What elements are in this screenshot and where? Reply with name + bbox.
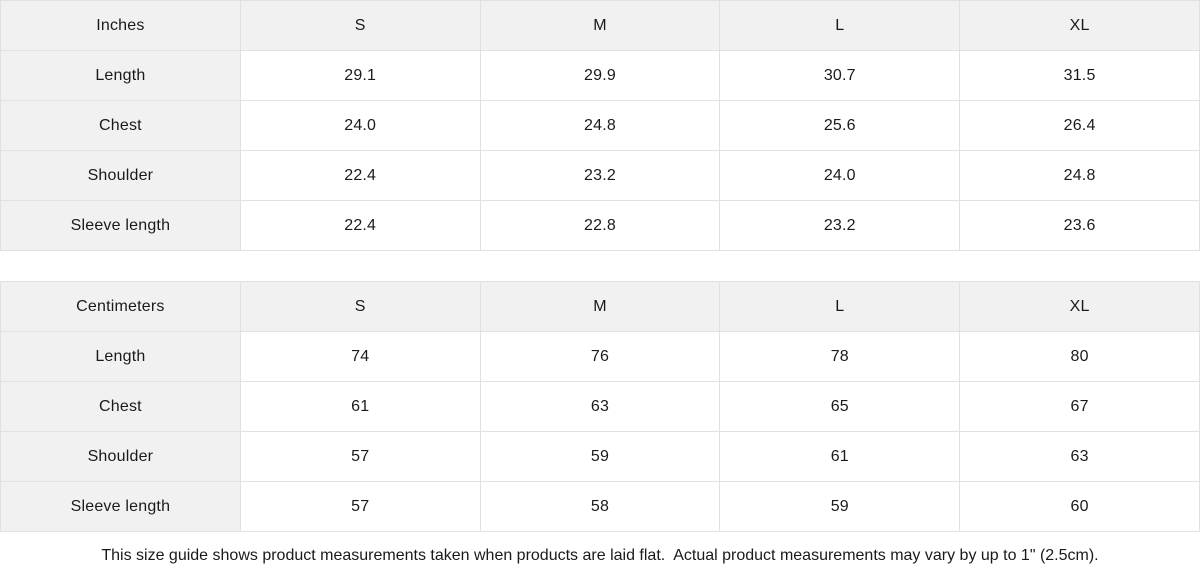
size-header-cell-s: S <box>239 281 481 332</box>
measurement-value-cell: 30.7 <box>719 50 961 101</box>
measurement-value-cell: 65 <box>719 381 961 432</box>
measurement-label-cell: Shoulder <box>0 150 241 201</box>
table-row: Length 74 76 78 80 <box>0 331 1200 382</box>
measurement-value-cell: 61 <box>719 431 961 482</box>
measurement-value-cell: 59 <box>719 481 961 532</box>
measurement-value-cell: 25.6 <box>719 100 961 151</box>
measurement-value-cell: 74 <box>239 331 481 382</box>
table-row: Shoulder 57 59 61 63 <box>0 431 1200 482</box>
measurement-value-cell: 31.5 <box>959 50 1200 101</box>
measurement-value-cell: 57 <box>239 481 481 532</box>
measurement-value-cell: 57 <box>239 431 481 482</box>
measurement-value-cell: 24.8 <box>959 150 1200 201</box>
table-row: Chest 24.0 24.8 25.6 26.4 <box>0 100 1200 151</box>
measurement-value-cell: 61 <box>239 381 481 432</box>
measurement-value-cell: 78 <box>719 331 961 382</box>
table-row: Chest 61 63 65 67 <box>0 381 1200 432</box>
size-header-cell-l: L <box>719 0 961 51</box>
measurement-value-cell: 24.0 <box>719 150 961 201</box>
measurement-value-cell: 58 <box>479 481 721 532</box>
measurement-value-cell: 59 <box>479 431 721 482</box>
size-guide-footnote: This size guide shows product measuremen… <box>0 532 1200 580</box>
size-header-cell-xl: XL <box>959 281 1200 332</box>
table-header-row: Centimeters S M L XL <box>0 281 1200 332</box>
table-row: Sleeve length 22.4 22.8 23.2 23.6 <box>0 200 1200 251</box>
table-row: Length 29.1 29.9 30.7 31.5 <box>0 50 1200 101</box>
size-table-inches: Inches S M L XL Length 29.1 29.9 30.7 31… <box>0 0 1200 251</box>
measurement-value-cell: 63 <box>959 431 1200 482</box>
measurement-value-cell: 24.8 <box>479 100 721 151</box>
measurement-value-cell: 23.6 <box>959 200 1200 251</box>
measurement-label-cell: Shoulder <box>0 431 241 482</box>
unit-header-cell: Centimeters <box>0 281 241 332</box>
size-header-cell-s: S <box>239 0 481 51</box>
measurement-value-cell: 76 <box>479 331 721 382</box>
unit-header-cell: Inches <box>0 0 241 51</box>
measurement-label-cell: Length <box>0 50 241 101</box>
size-header-cell-m: M <box>479 0 721 51</box>
measurement-value-cell: 26.4 <box>959 100 1200 151</box>
measurement-label-cell: Sleeve length <box>0 200 241 251</box>
measurement-value-cell: 29.9 <box>479 50 721 101</box>
measurement-value-cell: 23.2 <box>719 200 961 251</box>
size-header-cell-xl: XL <box>959 0 1200 51</box>
table-header-row: Inches S M L XL <box>0 0 1200 51</box>
size-header-cell-m: M <box>479 281 721 332</box>
measurement-value-cell: 67 <box>959 381 1200 432</box>
size-header-cell-l: L <box>719 281 961 332</box>
measurement-value-cell: 29.1 <box>239 50 481 101</box>
table-spacer <box>0 251 1200 281</box>
measurement-value-cell: 22.4 <box>239 200 481 251</box>
measurement-value-cell: 24.0 <box>239 100 481 151</box>
measurement-label-cell: Sleeve length <box>0 481 241 532</box>
measurement-label-cell: Length <box>0 331 241 382</box>
measurement-label-cell: Chest <box>0 381 241 432</box>
table-row: Sleeve length 57 58 59 60 <box>0 481 1200 532</box>
table-row: Shoulder 22.4 23.2 24.0 24.8 <box>0 150 1200 201</box>
size-table-centimeters: Centimeters S M L XL Length 74 76 78 80 … <box>0 281 1200 532</box>
measurement-value-cell: 22.8 <box>479 200 721 251</box>
measurement-value-cell: 23.2 <box>479 150 721 201</box>
measurement-value-cell: 80 <box>959 331 1200 382</box>
measurement-value-cell: 22.4 <box>239 150 481 201</box>
measurement-label-cell: Chest <box>0 100 241 151</box>
measurement-value-cell: 60 <box>959 481 1200 532</box>
measurement-value-cell: 63 <box>479 381 721 432</box>
